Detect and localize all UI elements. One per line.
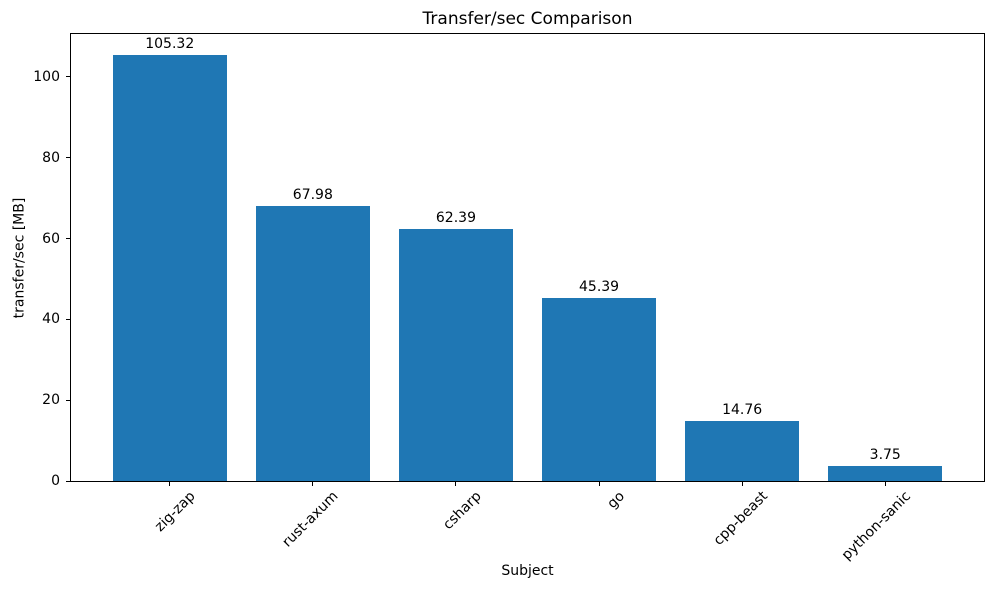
bar-zig-zap: [112, 55, 227, 481]
chart-title: Transfer/sec Comparison: [422, 9, 633, 29]
bar-csharp: [398, 228, 514, 481]
y-tick-mark: [66, 318, 71, 320]
y-tick-mark: [66, 238, 71, 239]
x-tick-label: csharp: [439, 488, 485, 533]
x-axis-label: Subject: [501, 563, 554, 579]
plot-area: 0 20 40 60 80 100 105.32 zig-zap 67.98 rust-axum 6…: [33, 33, 985, 564]
x-tick-mark: [741, 481, 743, 486]
bar-go: [541, 297, 657, 481]
x-tick-label: python-sanic: [838, 488, 914, 564]
x-tick-mark: [884, 481, 886, 486]
bar-python-sanic: [828, 465, 943, 481]
bar-value-label: 62.39: [435, 209, 476, 226]
y-tick-mark: [66, 76, 71, 78]
bar-cpp-beast: [684, 421, 800, 481]
x-tick-label: rust-axum: [279, 488, 342, 551]
x-tick-label: go: [603, 488, 628, 512]
y-tick-mark: [66, 399, 71, 401]
x-tick-mark: [598, 481, 600, 486]
y-tick-mark: [66, 157, 71, 159]
y-tick-label: 80: [42, 149, 60, 166]
bar-value-label: 3.75: [869, 446, 901, 463]
bar-value-label: 105.32: [145, 36, 195, 53]
x-tick-mark: [169, 481, 171, 486]
bar-value-label: 67.98: [292, 187, 333, 204]
x-tick-mark: [312, 481, 314, 486]
bar-rust-axum: [255, 206, 371, 481]
y-tick-label: 40: [42, 311, 60, 328]
x-tick-mark: [455, 481, 457, 486]
bar-value-label: 14.76: [722, 402, 763, 419]
y-tick-label: 60: [42, 230, 60, 247]
y-axis-label: transfer/sec [MB]: [11, 197, 28, 319]
x-tick-label: cpp-beast: [710, 488, 771, 549]
y-tick-label: 20: [42, 392, 60, 409]
y-tick-label: 100: [33, 68, 60, 85]
y-tick-label: 0: [51, 473, 60, 489]
y-tick-mark: [66, 480, 71, 482]
bar-value-label: 45.39: [579, 278, 620, 295]
x-tick-label: zig-zap: [151, 488, 199, 535]
